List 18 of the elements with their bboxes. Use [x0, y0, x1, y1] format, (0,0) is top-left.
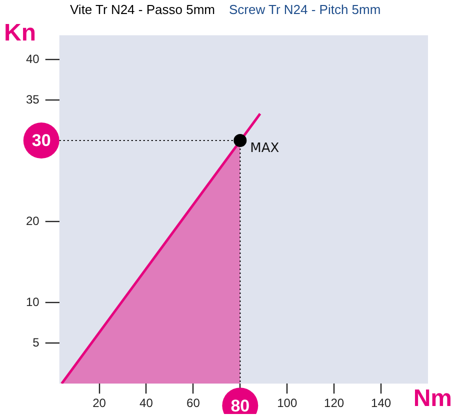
y-tick-label: 20: [26, 214, 40, 228]
ref-line-label: 30: [32, 131, 51, 150]
y-axis-title: Kn: [4, 20, 36, 47]
x-axis-title: Nm: [413, 385, 452, 412]
y-tick-label: 40: [26, 52, 40, 66]
x-tick-label: 40: [140, 396, 154, 410]
x-tick-label: 60: [186, 396, 200, 410]
chart-title: Vite Tr N24 - Passo 5mm: [70, 2, 215, 17]
ref-line-label: 80: [230, 396, 250, 416]
y-tick-label: 5: [32, 335, 40, 350]
x-tick-label: 20: [92, 396, 106, 410]
y-tick-label: 35: [26, 92, 40, 106]
annotation: MAX: [250, 140, 280, 156]
x-tick-label: 140: [371, 396, 392, 410]
chart-subtitle: Screw Tr N24 - Pitch 5mm: [228, 2, 381, 17]
x-tick-label: 100: [277, 396, 298, 410]
x-tick-label: 120: [324, 396, 344, 410]
y-tick-label: 10: [26, 294, 40, 309]
